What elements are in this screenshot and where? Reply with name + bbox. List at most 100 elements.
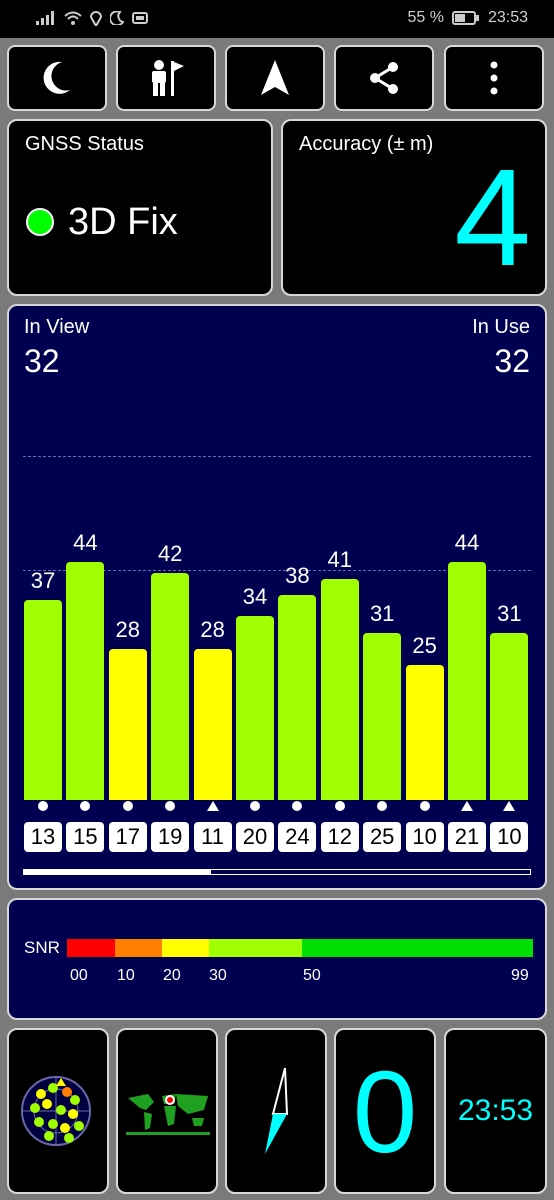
status-bar: 55 % 23:53 [0, 0, 554, 38]
moon-icon [43, 61, 70, 94]
snr-bar [490, 632, 529, 800]
snr-segment-orange [115, 939, 162, 957]
satellites-card[interactable]: In View 32 In Use 32 37 44 28 42 28 34 38 41 31 2… [7, 304, 547, 890]
snr-tick: 30 [209, 967, 227, 984]
snr-segment-yellow [162, 939, 209, 957]
snr-segment-red [67, 939, 115, 957]
circle-marker-icon [150, 800, 190, 814]
prn-label: 10 [405, 822, 444, 852]
compass-needle-icon [265, 1067, 289, 1154]
circle-marker-icon [405, 800, 445, 814]
circle-marker-icon [277, 800, 317, 814]
night-mode-button[interactable] [7, 45, 107, 111]
accuracy-card[interactable]: Accuracy (± m) 4 [281, 119, 547, 296]
snr-tick: 00 [70, 967, 88, 984]
snr-value-label: 37 [30, 568, 56, 594]
snr-value-label: 28 [115, 616, 141, 642]
share-button[interactable] [334, 45, 434, 111]
prn-label: 25 [363, 822, 402, 852]
sky-view-tile[interactable] [7, 1028, 109, 1194]
status-icons [36, 10, 148, 26]
person-flag-icon [152, 60, 184, 96]
assistant-button[interactable] [116, 45, 216, 111]
gnss-status-label: GNSS Status [25, 133, 144, 155]
triangle-marker-icon [193, 800, 233, 814]
battery-percent: 55 % [407, 9, 444, 26]
circle-marker-icon [235, 800, 275, 814]
world-map-icon [126, 1094, 210, 1136]
snr-bar [405, 665, 444, 800]
status-time: 23:53 [487, 9, 528, 26]
in-use-label: In Use [472, 316, 530, 338]
snr-bar-chart: 37 44 28 42 28 34 38 41 31 25 44 31 [9, 306, 545, 800]
cast-icon [132, 12, 148, 24]
navigation-arrow-icon [261, 60, 289, 95]
prn-label: 24 [278, 822, 317, 852]
in-view-label: In View [24, 316, 90, 338]
prn-label: 12 [320, 822, 359, 852]
accuracy-label: Accuracy (± m) [299, 133, 434, 155]
world-map-tile[interactable] [116, 1028, 218, 1194]
prn-label: 11 [193, 822, 232, 852]
snr-tick: 50 [303, 967, 321, 984]
battery-icon [451, 11, 479, 25]
constellation-markers [9, 800, 545, 814]
snr-value-label: 34 [242, 584, 268, 610]
snr-tick: 99 [511, 967, 529, 984]
snr-bar [151, 573, 190, 800]
prn-label: 17 [108, 822, 147, 852]
snr-value-label: 25 [412, 633, 437, 658]
chart-scrollbar[interactable] [23, 869, 531, 875]
snr-value-label: 44 [454, 530, 480, 556]
navigation-button[interactable] [225, 45, 325, 111]
prn-label: 15 [66, 822, 105, 852]
snr-value-label: 38 [285, 562, 310, 588]
snr-tick: 20 [163, 967, 181, 984]
snr-legend-card[interactable]: SNR 00 10 20 30 50 99 [7, 898, 547, 1020]
accuracy-value: 4 [454, 141, 531, 295]
circle-marker-icon [108, 800, 148, 814]
moon-icon [110, 11, 124, 25]
share-icon [370, 62, 398, 94]
more-options-button[interactable] [444, 45, 544, 111]
prn-label: 19 [151, 822, 190, 852]
compass-tile[interactable] [225, 1028, 327, 1194]
snr-value-label: 31 [497, 600, 522, 626]
prn-labels: 13 15 17 19 11 20 24 12 25 10 21 10 [9, 822, 545, 856]
snr-value-label: 42 [157, 541, 183, 567]
snr-bar [66, 562, 105, 800]
speed-tile[interactable]: 0 [334, 1028, 436, 1194]
circle-marker-icon [362, 800, 402, 814]
gridline [23, 570, 531, 571]
snr-bar [448, 562, 486, 800]
snr-bar [108, 648, 147, 800]
signal-icon [36, 11, 54, 25]
fix-indicator-icon [26, 208, 54, 236]
snr-bar [320, 578, 359, 800]
fix-status-text: 3D Fix [68, 201, 178, 243]
gnss-status-card[interactable]: GNSS Status 3D Fix [7, 119, 273, 296]
prn-label: 13 [24, 822, 62, 852]
prn-label: 20 [236, 822, 274, 852]
snr-label: SNR [24, 938, 60, 957]
snr-bar [24, 600, 62, 800]
snr-value-label: 28 [200, 616, 225, 642]
snr-segment-green [302, 939, 533, 957]
prn-label: 21 [448, 822, 486, 852]
wifi-icon [64, 11, 82, 25]
circle-marker-icon [320, 800, 360, 814]
snr-bar [193, 648, 232, 800]
clock-value: 23:53 [457, 1094, 534, 1127]
snr-scale: 00 10 20 30 50 99 [67, 939, 533, 989]
in-view-count: 32 [24, 343, 60, 379]
scrollbar-thumb[interactable] [24, 870, 212, 874]
snr-value-label: 31 [369, 600, 395, 626]
more-vertical-icon [490, 61, 498, 95]
clock-tile[interactable]: 23:53 [444, 1028, 547, 1194]
snr-value-label: 44 [73, 530, 98, 556]
status-right: 55 % 23:53 [407, 9, 528, 27]
snr-bar [363, 632, 402, 800]
gridline [23, 456, 531, 457]
circle-marker-icon [65, 800, 105, 814]
location-icon [90, 11, 102, 26]
